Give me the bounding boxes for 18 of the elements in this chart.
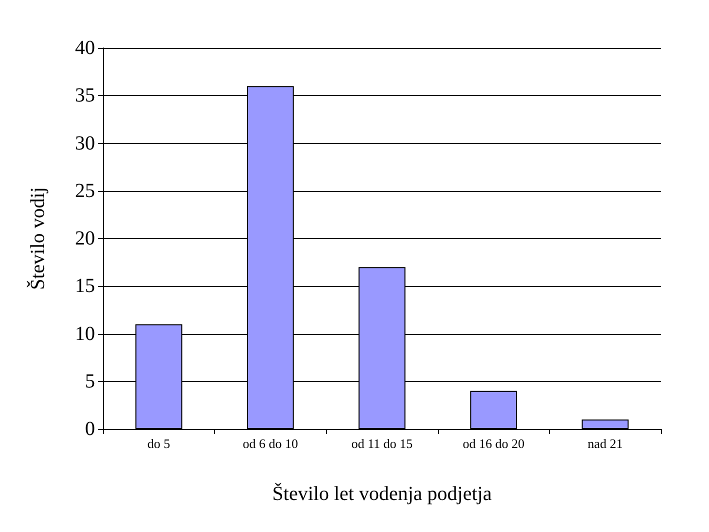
y-tick-label: 40: [75, 37, 95, 59]
y-tick-label: 20: [75, 228, 95, 250]
y-tick-label: 10: [75, 322, 95, 345]
y-tick-label: 35: [75, 84, 95, 107]
bar: [470, 390, 518, 429]
y-tick-label: 15: [75, 275, 95, 298]
y-tick-label: 25: [75, 180, 95, 202]
x-tick-label: od 16 do 20: [462, 436, 524, 451]
y-tick-label: 30: [75, 132, 95, 154]
bar: [582, 419, 629, 429]
x-tick-label: do 5: [147, 436, 170, 451]
x-tick-label: od 6 do 10: [242, 436, 298, 451]
y-tick-label: 0: [85, 418, 95, 440]
y-axis-title: Število vodij: [26, 187, 49, 290]
x-axis-title: Število let vodenja podjetja: [272, 482, 492, 505]
x-tick-label: nad 21: [588, 436, 623, 451]
x-tick-label: od 11 do 15: [351, 436, 413, 451]
y-tick-label: 5: [85, 370, 95, 392]
